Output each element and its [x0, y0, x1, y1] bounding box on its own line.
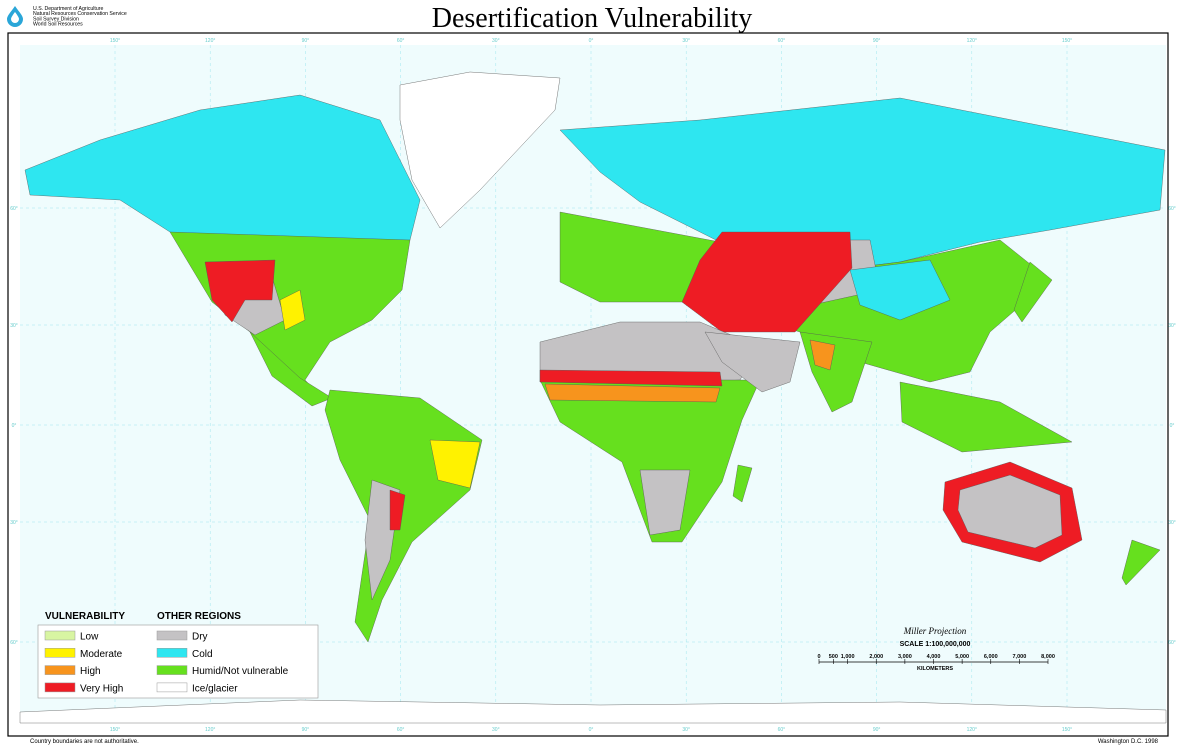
scale-label: 6,000: [984, 654, 998, 660]
lat-label: 60°: [10, 206, 18, 212]
lat-label: 30°: [1168, 520, 1176, 526]
lat-label: 60°: [1168, 640, 1176, 646]
lat-label: 60°: [10, 640, 18, 646]
legend-swatch: [156, 630, 188, 641]
legend-label: Moderate: [80, 649, 123, 660]
lon-label: 30°: [492, 38, 500, 44]
lon-label: 30°: [492, 727, 500, 733]
lon-label: 150°: [110, 727, 120, 733]
scale-label: 5,000: [955, 654, 969, 660]
logo: [7, 6, 23, 27]
sahel-red: [539, 369, 723, 387]
antarctica: [19, 699, 1167, 724]
legend-label: High: [80, 666, 101, 677]
lon-label: 60°: [397, 38, 405, 44]
landmass: [19, 71, 1167, 724]
lon-label: 30°: [682, 727, 690, 733]
footer-left: Country boundaries are not authoritative…: [30, 739, 139, 745]
legend-label: Humid/Not vulnerable: [192, 666, 289, 677]
lon-label: 0°: [589, 727, 594, 733]
lon-label: 60°: [778, 727, 786, 733]
lon-label: 150°: [1062, 727, 1072, 733]
lon-label: 120°: [205, 38, 215, 44]
scale-label: 1,000: [841, 654, 855, 660]
title: Desertification Vulnerability: [432, 3, 752, 34]
se-asia-islands: [899, 381, 1073, 453]
australia-dry: [957, 474, 1063, 549]
legend-label: Very High: [80, 683, 123, 694]
scale-label: 2,000: [869, 654, 883, 660]
lat-label: 30°: [10, 323, 18, 329]
legend-label: Ice/glacier: [192, 683, 238, 694]
africa-humid: [539, 379, 761, 543]
legend-heading: VULNERABILITY: [45, 611, 125, 622]
lon-label: 90°: [873, 727, 881, 733]
japan: [1013, 261, 1053, 323]
legend-label: Cold: [192, 649, 213, 660]
lon-label: 120°: [967, 727, 977, 733]
n-america-moderate: [279, 289, 306, 331]
lon-label: 150°: [110, 38, 120, 44]
lat-label: 0°: [12, 423, 17, 429]
lat-label: 0°: [1170, 423, 1175, 429]
arabia-dry: [704, 331, 801, 393]
legend-swatch: [156, 665, 188, 675]
frame: [7, 32, 1169, 737]
legend-swatch: [156, 648, 188, 658]
legend-swatch: [44, 630, 76, 641]
lon-label: 150°: [1062, 38, 1072, 44]
n-america-red: [204, 259, 276, 323]
scale-label: 4,000: [927, 654, 941, 660]
lon-label: 0°: [589, 38, 594, 44]
asia-red: [681, 231, 853, 333]
legend-swatch: [156, 682, 188, 693]
new-zealand: [1121, 539, 1161, 586]
legend-swatch: [44, 682, 76, 693]
scale-label: 500: [829, 654, 838, 660]
greenland: [399, 71, 561, 229]
lon-label: 120°: [967, 38, 977, 44]
agency-line: Natural Resources Conservation Service: [33, 11, 127, 17]
lat-label: 30°: [10, 520, 18, 526]
scale-label: 3,000: [898, 654, 912, 660]
scale-label: 7,000: [1012, 654, 1026, 660]
projection: Miller Projection: [903, 626, 967, 636]
lon-label: 30°: [682, 38, 690, 44]
legend-swatch: [44, 665, 76, 675]
lon-label: 120°: [205, 727, 215, 733]
kalahari-dry: [639, 469, 691, 536]
lon-label: 60°: [397, 727, 405, 733]
lon-label: 90°: [302, 38, 310, 44]
tibet-cold: [849, 259, 951, 321]
footer-right: Washington D.C. 1998: [1098, 739, 1159, 745]
legend-label: Dry: [192, 632, 208, 643]
agency-line: Soil Survey Division: [33, 16, 79, 22]
central-america: [249, 331, 333, 407]
lat-label: 60°: [1168, 206, 1176, 212]
s-america-red: [389, 489, 406, 531]
lon-label: 90°: [873, 38, 881, 44]
scale-label: 0: [817, 654, 820, 660]
eurasia-cold: [559, 97, 1166, 273]
india-high: [809, 339, 836, 371]
agency-line: World Soil Resources: [33, 22, 83, 28]
s-america-moderate: [429, 439, 481, 489]
scale-label: 8,000: [1041, 654, 1055, 660]
agency-line: U.S. Department of Agriculture: [33, 6, 103, 12]
madagascar: [732, 464, 753, 503]
lon-label: 90°: [302, 727, 310, 733]
lat-label: 30°: [1168, 323, 1176, 329]
legend-label: Low: [80, 632, 99, 643]
sahel-high: [544, 383, 721, 403]
legend-swatch: [44, 648, 76, 658]
lon-label: 60°: [778, 38, 786, 44]
scale-unit: KILOMETERS: [917, 666, 953, 672]
legend: VULNERABILITY Low Moderate High Very High OTH…: [44, 611, 289, 694]
scale-ratio: SCALE 1:100,000,000: [900, 641, 971, 648]
scale-bar: 0 500 1,000 2,000 3,000 4,000 5,000 6,000 7,000 8…: [817, 654, 1055, 664]
legend-heading: OTHER REGIONS: [157, 611, 241, 622]
